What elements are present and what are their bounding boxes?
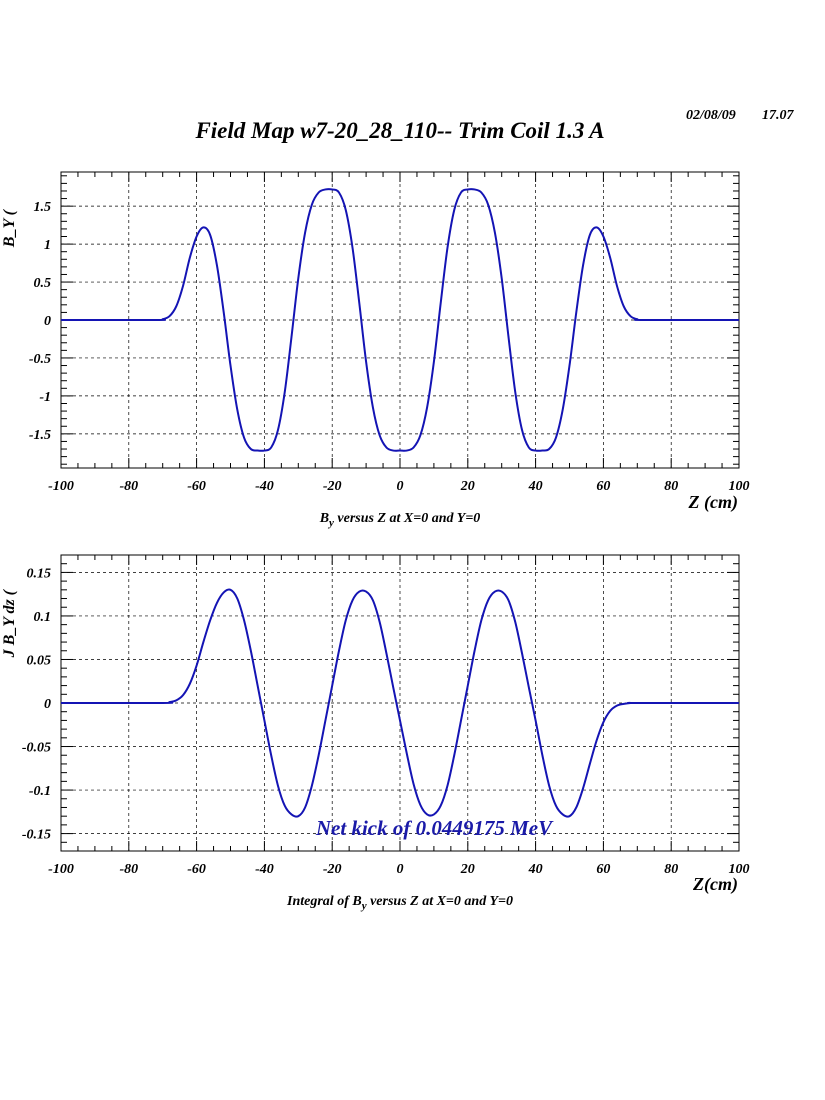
x-tick-label: -40 xyxy=(255,479,274,494)
x-tick-label: 20 xyxy=(460,479,475,494)
x-tick-label: -80 xyxy=(119,479,138,494)
integral-plot: -100 -80 -60 -40 -20 0 20 40 60 80 100 -0.15 -0.1 -0.… xyxy=(1,554,750,912)
y-tick-label: -1 xyxy=(39,390,51,405)
x-tick-label: -80 xyxy=(119,862,138,877)
x-axis-title: Z(cm) xyxy=(692,874,738,895)
net-kick-annotation: Net kick of 0.0449175 MeV xyxy=(315,816,554,840)
field-plot: -100 -80 -60 -40 -20 0 20 40 60 80 100 -1.5 -1 -0.5 0 0… xyxy=(1,171,750,529)
x-tick-label: -60 xyxy=(187,479,206,494)
x-tick-label: 100 xyxy=(729,862,750,877)
y-tick-label: 0 xyxy=(44,314,51,329)
caption-rest: versus Z at X=0 and Y=0 xyxy=(334,511,480,526)
y-tick-label: -0.05 xyxy=(22,741,51,756)
x-tick-label: -20 xyxy=(323,479,342,494)
y-tick-label: -0.15 xyxy=(22,828,51,843)
caption-subscript: y xyxy=(360,900,367,912)
x-tick-label: 20 xyxy=(460,862,475,877)
series-line xyxy=(60,188,740,452)
y-tick-label: -0.5 xyxy=(29,352,51,367)
x-tick-label: 100 xyxy=(729,479,750,494)
plot-caption: By versus Z at X=0 and Y=0 xyxy=(319,511,481,529)
series-line xyxy=(60,588,739,818)
plot-caption: Integral of By versus Z at X=0 and Y=0 xyxy=(286,894,513,912)
y-tick-label: 0.1 xyxy=(34,610,52,625)
figure-title: Field Map w7-20_28_110-- Trim Coil 1.3 A xyxy=(194,118,604,143)
caption-rest: versus Z at X=0 and Y=0 xyxy=(367,894,513,909)
x-tick-label: 0 xyxy=(397,862,404,877)
x-tick-label: 40 xyxy=(528,862,543,877)
x-axis-title: Z (cm) xyxy=(688,492,738,513)
y-tick-label: 0 xyxy=(44,697,51,712)
caption-subscript: y xyxy=(327,517,334,529)
x-tick-label: 40 xyxy=(528,479,543,494)
y-tick-label: 0.05 xyxy=(27,653,52,668)
x-tick-label: 60 xyxy=(596,862,610,877)
y-tick-label: -0.1 xyxy=(29,784,51,799)
y-axis-title: J B_Y dz ( xyxy=(1,588,18,658)
y-tick-label: 0.5 xyxy=(34,276,52,291)
caption-main: Integral of B xyxy=(286,894,362,909)
date-stamp: 02/08/09 xyxy=(686,108,736,123)
time-stamp: 17.07 xyxy=(762,108,795,123)
x-tick-label: -20 xyxy=(323,862,342,877)
y-tick-label: 0.15 xyxy=(27,566,52,581)
y-tick-label: -1.5 xyxy=(29,428,51,443)
y-axis-title: B_Y ( xyxy=(1,208,18,248)
x-tick-label: -60 xyxy=(187,862,206,877)
x-tick-label: 80 xyxy=(664,479,678,494)
caption-main: B xyxy=(319,511,329,526)
x-tick-label: 60 xyxy=(596,479,610,494)
x-tick-label: -40 xyxy=(255,862,274,877)
x-tick-label: 0 xyxy=(397,479,404,494)
y-tick-label: 1 xyxy=(44,238,51,253)
x-tick-label: -100 xyxy=(48,479,74,494)
y-tick-label: 1.5 xyxy=(34,200,52,215)
x-tick-label: 80 xyxy=(664,862,678,877)
x-tick-label: -100 xyxy=(48,862,74,877)
